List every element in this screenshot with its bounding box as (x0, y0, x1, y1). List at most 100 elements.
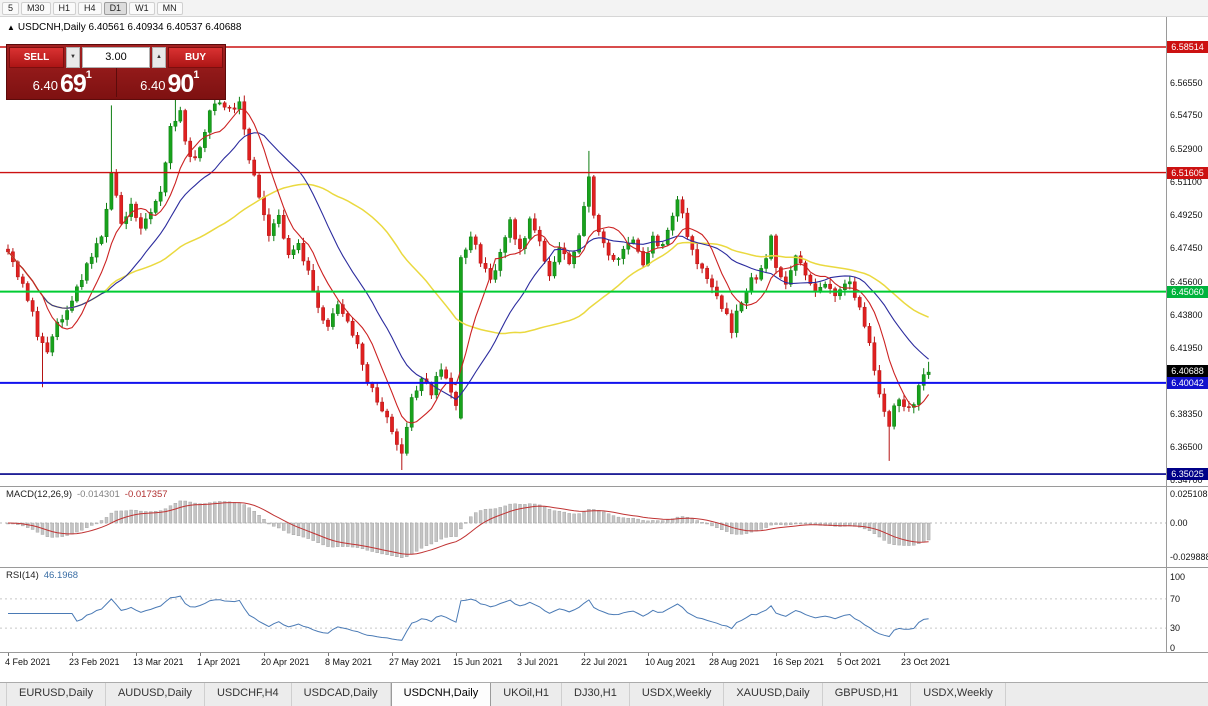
time-axis-tick (647, 653, 649, 656)
time-axis-label: 22 Jul 2021 (580, 657, 628, 667)
time-axis-tick (583, 653, 585, 656)
price-axis-tick: 6.51100 (1170, 176, 1202, 187)
sell-price-pipette: 1 (85, 69, 92, 81)
buy-quote: 6.40 90 1 (117, 68, 224, 97)
time-axis-label: 4 Feb 2021 (5, 657, 51, 667)
price-axis-tick: 6.52900 (1170, 144, 1203, 155)
time-axis-tick (263, 653, 265, 656)
panel-divider[interactable] (0, 486, 1208, 487)
time-axis-border (0, 652, 1208, 653)
ma-fast-red (7, 108, 930, 424)
quote-divider (115, 68, 117, 97)
timeframe-button-MN[interactable]: MN (156, 1, 183, 15)
time-axis-label: 5 Oct 2021 (836, 657, 882, 667)
macd-signal-line (7, 502, 929, 555)
price-axis-tick: 6.56550 (1170, 77, 1203, 88)
buy-price-prefix: 6.40 (140, 78, 166, 93)
price-level-chip: 6.58514 (1167, 41, 1208, 53)
ma-slow-yellow (7, 183, 929, 335)
sell-button[interactable]: SELL (9, 47, 64, 68)
macd-indicator-label: MACD(12,26,9) -0.014301 -0.017357 (6, 489, 168, 500)
rsi-value: 46.1968 (43, 570, 79, 581)
timeframe-button-H4[interactable]: H4 (78, 1, 102, 15)
timeframe-button-W1[interactable]: W1 (129, 1, 155, 15)
time-axis-label: 23 Feb 2021 (68, 657, 120, 667)
time-axis-tick (455, 653, 457, 656)
rsi-axis-tick: 70 (1170, 593, 1181, 604)
time-axis-tick (135, 653, 137, 656)
rsi-line (8, 595, 929, 641)
time-axis-tick (199, 653, 201, 656)
chart-tab-dj30-h1[interactable]: DJ30,H1 (562, 683, 630, 706)
time-axis-label: 16 Sep 2021 (772, 657, 825, 667)
price-axis-tick: 6.36500 (1170, 442, 1203, 453)
price-level-chip: 6.45060 (1167, 285, 1208, 298)
rsi-indicator-label: RSI(14) 46.1968 (6, 570, 78, 581)
price-axis-border (1166, 17, 1167, 652)
price-axis-tick: 6.54750 (1170, 110, 1203, 121)
sell-price-prefix: 6.40 (32, 78, 58, 93)
buy-price-big: 90 (167, 70, 194, 98)
price-level-chip: 6.51605 (1167, 166, 1208, 179)
timeframe-button-5[interactable]: 5 (2, 1, 20, 15)
rsi-axis-tick: 100 (1170, 572, 1186, 582)
volume-input[interactable]: 3.00 (82, 47, 150, 68)
time-axis-label: 15 Jun 2021 (452, 657, 503, 667)
price-axis-tick: 6.41950 (1170, 343, 1203, 354)
chart-tab-usdx-weekly[interactable]: USDX,Weekly (911, 683, 1006, 706)
chart-tab-audusd-daily[interactable]: AUDUSD,Daily (106, 683, 205, 706)
buy-button[interactable]: BUY (168, 47, 223, 68)
sell-price-big: 69 (59, 70, 87, 98)
macd-axis-tick: -0.029888 (1170, 552, 1208, 563)
time-axis-label: 20 Apr 2021 (260, 657, 310, 667)
sell-quote: 6.40 69 1 (9, 68, 116, 97)
chart-tab-usdx-weekly[interactable]: USDX,Weekly (630, 683, 725, 706)
rsi-axis-tick: 0 (1170, 643, 1176, 653)
time-axis-label: 27 May 2021 (388, 657, 442, 667)
chart-tab-gbpusd-h1[interactable]: GBPUSD,H1 (823, 683, 912, 706)
time-axis-tick (71, 653, 73, 656)
chart-tab-ukoil-h1[interactable]: UKOil,H1 (491, 683, 563, 706)
rsi-name: RSI(14) (6, 570, 39, 581)
chart-tab-xauusd-daily[interactable]: XAUUSD,Daily (724, 683, 823, 706)
time-axis-label: 28 Aug 2021 (708, 657, 760, 667)
macd-histogram (6, 500, 931, 558)
macd-axis-tick: 0.025108 (1170, 489, 1208, 500)
rsi-axis-tick: 30 (1170, 623, 1181, 634)
macd-main-value: -0.014301 (77, 489, 120, 500)
timeframe-toolbar: 5 M30 H1 H4 D1 W1 MN (0, 0, 1208, 17)
current-price-chip: 6.40688 (1167, 365, 1208, 378)
chart-tab-eurusd-daily[interactable]: EURUSD,Daily (6, 683, 106, 706)
chart-tab-usdcnh-daily[interactable]: USDCNH,Daily (390, 683, 492, 706)
macd-panel-canvas[interactable] (0, 487, 1166, 567)
chart-ohlc-values: 6.40561 6.40934 6.40537 6.40688 (88, 22, 242, 33)
timeframe-button-M30[interactable]: M30 (21, 1, 51, 15)
time-axis-label: 10 Aug 2021 (644, 657, 696, 667)
panel-divider[interactable] (0, 567, 1208, 568)
chart-symbol-period: USDCNH,Daily (17, 22, 86, 33)
chart-tab-usdchf-h4[interactable]: USDCHF,H4 (205, 683, 292, 706)
time-axis-tick (8, 653, 9, 656)
time-axis-label: 8 May 2021 (324, 657, 373, 667)
buy-price-pipette: 1 (193, 69, 200, 81)
candlestick-series (6, 82, 931, 470)
volume-increase-button[interactable]: ▲ (152, 47, 166, 68)
volume-decrease-button[interactable]: ▼ (66, 47, 80, 68)
price-level-chip: 6.40042 (1167, 376, 1208, 389)
price-level-chip: 6.35025 (1167, 468, 1208, 481)
rsi-panel-canvas[interactable] (0, 568, 1166, 652)
symbol-marker-icon: ▲ (7, 23, 15, 32)
time-axis-tick (903, 653, 905, 656)
timeframe-button-H1[interactable]: H1 (52, 1, 77, 15)
main-chart-canvas[interactable] (0, 17, 1166, 486)
chart-tab-usdcad-daily[interactable]: USDCAD,Daily (292, 683, 391, 706)
timeframe-button-D1[interactable]: D1 (103, 1, 128, 15)
price-axis-tick: 6.47450 (1170, 243, 1203, 254)
chart-title: ▲ USDCNH,Daily 6.40561 6.40934 6.40537 6.… (7, 22, 241, 33)
price-axis-tick: 6.38350 (1170, 408, 1203, 419)
chart-tab-bar: EURUSD,Daily AUDUSD,Daily USDCHF,H4 USDCAD,… (0, 682, 1208, 706)
time-axis-tick (327, 653, 329, 656)
time-axis-tick (391, 653, 393, 656)
time-axis-label: 23 Oct 2021 (900, 657, 951, 667)
